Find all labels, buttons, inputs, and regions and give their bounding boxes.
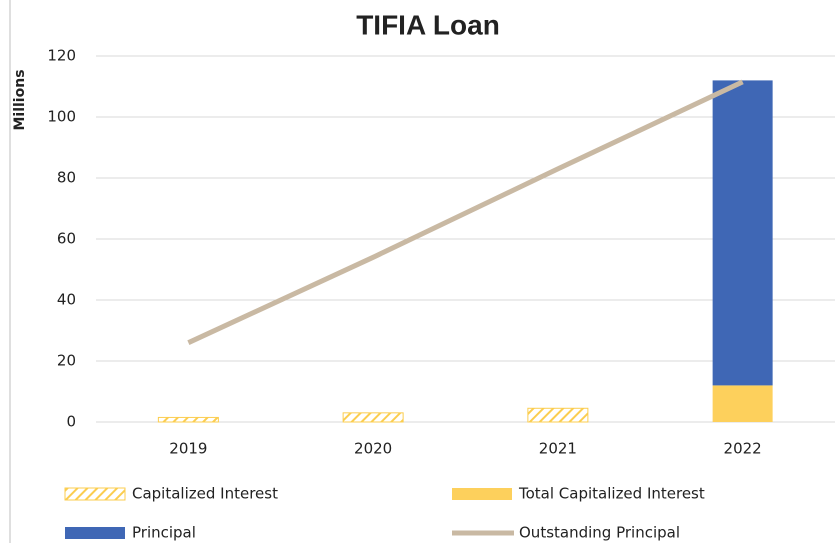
legend-label: Capitalized Interest <box>132 485 278 503</box>
bar <box>527 407 589 423</box>
y-tick-label: 120 <box>47 47 76 65</box>
y-tick-label: 60 <box>57 230 76 248</box>
bar <box>712 385 773 422</box>
line <box>187 79 744 345</box>
legend-label: Outstanding Principal <box>519 524 680 542</box>
y-tick-label: 40 <box>57 291 76 309</box>
chart-title: TIFIA Loan <box>356 9 500 40</box>
x-tick-label: 2022 <box>724 440 762 458</box>
y-tick-label: 100 <box>47 108 76 126</box>
legend-swatch <box>64 487 126 501</box>
x-tick-label: 2019 <box>169 440 207 458</box>
y-tick-label: 20 <box>57 352 76 370</box>
bar <box>712 80 773 386</box>
legend-label: Principal <box>132 524 196 542</box>
bar <box>157 416 219 423</box>
bar <box>342 412 404 423</box>
y-tick-label: 0 <box>66 413 76 431</box>
y-axis-label: Millions <box>12 69 28 130</box>
legend-label: Total Capitalized Interest <box>518 485 705 503</box>
x-tick-label: 2020 <box>354 440 392 458</box>
legend-swatch <box>65 527 125 539</box>
legend-swatch <box>452 488 512 500</box>
y-tick-label: 80 <box>57 169 76 187</box>
x-tick-label: 2021 <box>539 440 577 458</box>
